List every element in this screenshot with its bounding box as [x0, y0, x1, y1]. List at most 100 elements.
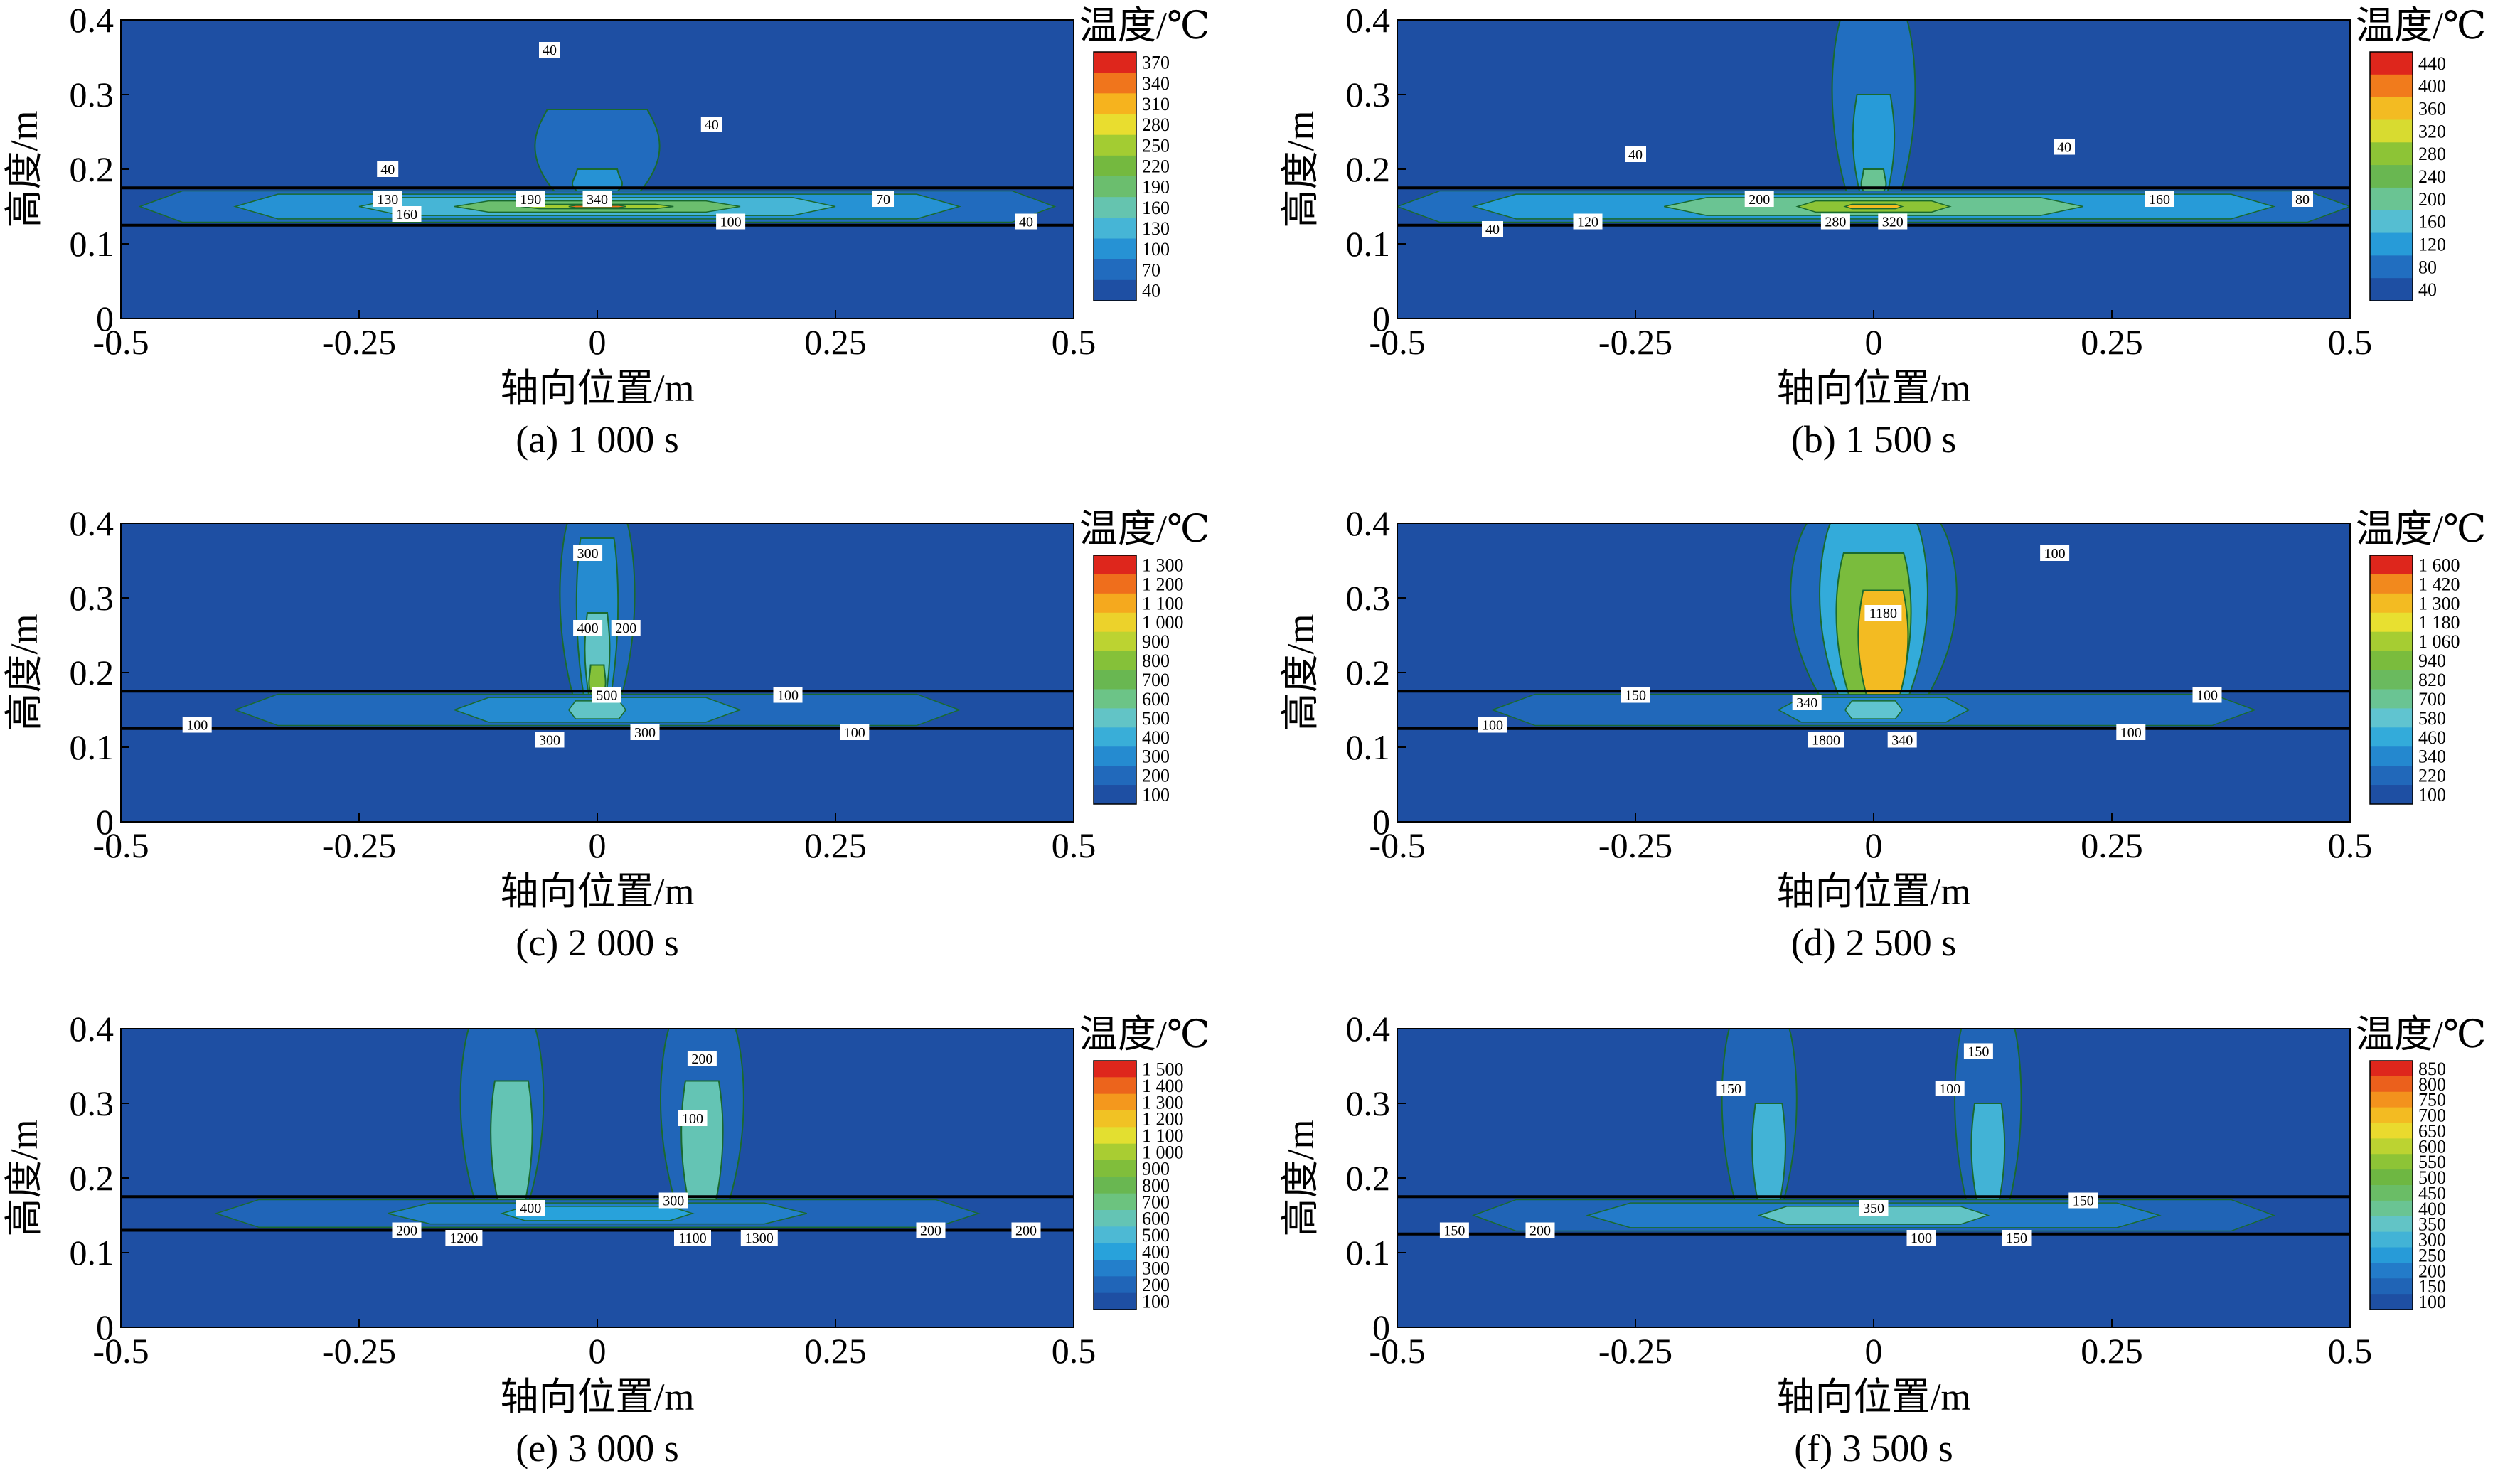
x-tick-label: 0.5	[1052, 1331, 1096, 1371]
colorbar-level-label: 220	[2418, 766, 2446, 786]
colorbar-swatch	[1094, 134, 1136, 156]
colorbar-level-label: 1 200	[1142, 574, 1184, 594]
x-tick-label: 0	[589, 825, 607, 865]
colorbar-swatch	[1094, 593, 1136, 614]
y-axis-label: 高度/m	[1279, 110, 1322, 227]
colorbar-level-label: 600	[1142, 1209, 1170, 1229]
x-tick-label: 0.25	[2081, 322, 2143, 362]
colorbar-swatch	[2370, 74, 2413, 98]
contour-label-box	[630, 724, 660, 740]
contour-label-box	[1792, 695, 1822, 710]
contour-label-box	[687, 1051, 717, 1066]
contour-label: 350	[1859, 1200, 1889, 1216]
y-tick-label: 0.4	[70, 503, 114, 543]
y-tick-label: 0.3	[70, 578, 114, 618]
contour-label-box	[1015, 213, 1037, 230]
colorbar-swatch	[2370, 574, 2413, 594]
x-tick-label: 0	[589, 1331, 607, 1371]
colorbar-swatch	[2370, 555, 2413, 575]
contour-label-box	[2292, 191, 2313, 207]
x-tick-label: -0.25	[1598, 1331, 1672, 1371]
contour-label-box	[377, 161, 399, 177]
contour-label: 300	[630, 724, 660, 741]
colorbar-swatch	[2370, 689, 2413, 709]
colorbar-level-label: 300	[1142, 1258, 1170, 1279]
colorbar-swatch	[1094, 218, 1136, 239]
contour-label: 400	[573, 620, 603, 636]
contour-label: 40	[377, 161, 399, 178]
y-axis-label: 高度/m	[3, 110, 46, 227]
x-tick-label: 0	[1865, 322, 1883, 362]
contour-label-box	[2040, 545, 2070, 561]
contour-label-text: 1800	[1812, 733, 1840, 749]
x-tick-label: -0.25	[1598, 825, 1672, 865]
colorbar-level-label: 1 500	[1142, 1059, 1184, 1080]
contour-label: 100	[2192, 687, 2222, 704]
contour-label-box	[2192, 687, 2222, 703]
x-axis-label: 轴向位置/m	[500, 367, 694, 409]
y-axis-label: 高度/m	[3, 1119, 46, 1236]
colorbar-swatch	[2370, 187, 2413, 211]
x-axis-label: 轴向位置/m	[1776, 1376, 1970, 1418]
contour-label-box	[740, 1230, 778, 1246]
x-tick-label: -0.5	[92, 1331, 149, 1371]
colorbar-swatch	[2370, 97, 2413, 120]
colorbar-swatch	[1094, 727, 1136, 747]
colorbar-swatch	[1094, 1226, 1136, 1244]
y-tick-label: 0.2	[70, 653, 114, 692]
contour-label-box	[445, 1230, 483, 1246]
panel-caption: (c) 2 000 s	[516, 921, 678, 964]
y-tick-label: 0.4	[1346, 0, 1391, 40]
contour-label-text: 80	[2295, 192, 2310, 208]
contour-label-text: 200	[615, 621, 636, 636]
contour-label-box	[2068, 1192, 2098, 1209]
plume-contour	[1751, 1103, 1786, 1205]
contour-label-text: 200	[1529, 1224, 1551, 1239]
contour-label: 100	[1935, 1081, 1965, 1097]
colorbar-level-label: 460	[2418, 727, 2446, 748]
temperature-field: 100 340 150 100 100 100 1800 340 1180	[1397, 523, 2350, 822]
contour-label-box	[2054, 139, 2075, 155]
colorbar-swatch	[2370, 612, 2413, 633]
colorbar-frame	[2369, 51, 2413, 301]
colorbar-level-label: 370	[1142, 53, 1170, 73]
x-tick-label: 0.25	[2081, 1331, 2143, 1371]
strip-band	[1843, 203, 1904, 210]
contour-label-text: 200	[1015, 1224, 1037, 1239]
contour-label-box	[658, 1192, 688, 1209]
colorbar-swatch	[1094, 1143, 1136, 1161]
colorbar-level-label: 500	[1142, 708, 1170, 729]
contour-label-text: 350	[1863, 1201, 1884, 1216]
colorbar-swatch	[2370, 278, 2413, 301]
contour-label-box	[573, 545, 603, 561]
colorbar-level-label: 150	[2418, 1276, 2446, 1297]
contour-label-box	[535, 732, 565, 748]
colorbar-swatch	[2370, 1216, 2413, 1233]
plume-contour	[490, 1080, 533, 1205]
contour-label: 80	[2292, 191, 2313, 208]
colorbar-level-label: 100	[2418, 785, 2446, 805]
colorbar-level-label: 310	[1142, 94, 1170, 114]
colorbar-swatch	[1094, 651, 1136, 671]
colorbar-swatch	[2370, 593, 2413, 614]
panel-caption: (b) 1 500 s	[1791, 418, 1956, 461]
contour-label-text: 150	[2073, 1194, 2094, 1209]
contour-label-box	[1716, 1081, 1746, 1096]
colorbar-level-label: 100	[2418, 1292, 2446, 1312]
panel-caption: (f) 3 500 s	[1794, 1427, 1953, 1469]
contour-label-text: 100	[1482, 718, 1503, 734]
colorbar-swatch	[1094, 1276, 1136, 1294]
colorbar-swatch	[1094, 766, 1136, 786]
contour-label: 40	[539, 42, 560, 58]
x-tick-label: -0.5	[1369, 825, 1425, 865]
contour-label: 40	[1482, 221, 1503, 237]
contour-label-box	[1621, 687, 1650, 703]
colorbar-level-label: 40	[2418, 279, 2437, 300]
contour-label: 100	[1906, 1230, 1936, 1246]
contour-label-text: 100	[1911, 1231, 1932, 1246]
y-tick-label: 0	[96, 1307, 114, 1347]
x-tick-label: 0	[1865, 1331, 1883, 1371]
y-tick-label: 0.3	[70, 1083, 114, 1123]
